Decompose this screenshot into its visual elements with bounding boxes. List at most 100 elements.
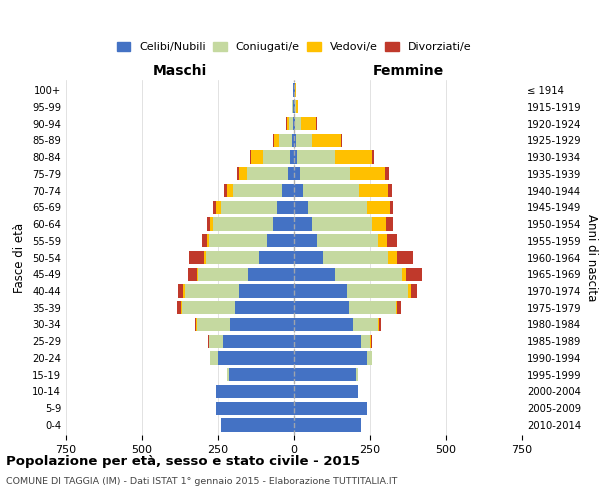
Bar: [356, 368, 358, 382]
Bar: [294, 134, 296, 147]
Bar: [408, 284, 411, 298]
Bar: [385, 167, 389, 180]
Bar: [301, 117, 316, 130]
Bar: [189, 251, 205, 264]
Bar: [209, 234, 266, 247]
Bar: [177, 301, 181, 314]
Bar: [282, 184, 294, 197]
Bar: [221, 200, 277, 214]
Bar: [317, 234, 377, 247]
Bar: [290, 150, 294, 164]
Bar: [294, 234, 317, 247]
Bar: [239, 284, 294, 298]
Bar: [294, 100, 295, 114]
Bar: [349, 301, 396, 314]
Legend: Celibi/Nubili, Coniugati/e, Vedovi/e, Divorziati/e: Celibi/Nubili, Coniugati/e, Vedovi/e, Di…: [115, 40, 473, 54]
Bar: [347, 284, 408, 298]
Y-axis label: Fasce di età: Fasce di età: [13, 222, 26, 292]
Bar: [293, 117, 294, 130]
Text: Maschi: Maschi: [153, 64, 207, 78]
Bar: [294, 84, 295, 96]
Bar: [273, 218, 294, 230]
Bar: [280, 134, 292, 147]
Bar: [182, 301, 235, 314]
Bar: [294, 167, 300, 180]
Bar: [237, 167, 239, 180]
Bar: [259, 251, 294, 264]
Bar: [294, 318, 353, 331]
Bar: [235, 301, 294, 314]
Bar: [294, 418, 361, 432]
Bar: [372, 352, 373, 364]
Bar: [227, 368, 229, 382]
Bar: [388, 184, 392, 197]
Bar: [335, 150, 371, 164]
Bar: [214, 218, 273, 230]
Bar: [390, 200, 394, 214]
Bar: [266, 234, 294, 247]
Bar: [341, 134, 342, 147]
Bar: [202, 234, 208, 247]
Bar: [197, 318, 230, 331]
Bar: [181, 301, 182, 314]
Bar: [292, 100, 293, 114]
Bar: [367, 352, 371, 364]
Bar: [289, 117, 293, 130]
Bar: [218, 352, 294, 364]
Bar: [295, 84, 296, 96]
Bar: [294, 352, 367, 364]
Bar: [233, 184, 282, 197]
Bar: [273, 134, 274, 147]
Bar: [411, 284, 416, 298]
Bar: [296, 134, 311, 147]
Bar: [178, 284, 183, 298]
Bar: [297, 150, 335, 164]
Bar: [294, 268, 335, 281]
Bar: [397, 301, 401, 314]
Y-axis label: Anni di nascita: Anni di nascita: [585, 214, 598, 301]
Text: Femmine: Femmine: [373, 64, 443, 78]
Bar: [311, 134, 341, 147]
Bar: [206, 251, 259, 264]
Bar: [292, 134, 294, 147]
Bar: [227, 184, 233, 197]
Bar: [294, 284, 347, 298]
Bar: [294, 301, 349, 314]
Bar: [361, 334, 370, 348]
Bar: [294, 218, 312, 230]
Bar: [209, 334, 223, 348]
Bar: [293, 84, 294, 96]
Bar: [350, 167, 385, 180]
Bar: [183, 284, 185, 298]
Bar: [295, 100, 296, 114]
Bar: [198, 268, 248, 281]
Bar: [367, 200, 390, 214]
Bar: [207, 218, 211, 230]
Bar: [308, 200, 367, 214]
Bar: [223, 334, 294, 348]
Bar: [379, 318, 380, 331]
Bar: [211, 218, 214, 230]
Bar: [263, 150, 290, 164]
Bar: [312, 218, 371, 230]
Bar: [294, 200, 308, 214]
Text: COMUNE DI TAGGIA (IM) - Dati ISTAT 1° gennaio 2015 - Elaborazione TUTTITALIA.IT: COMUNE DI TAGGIA (IM) - Dati ISTAT 1° ge…: [6, 478, 397, 486]
Bar: [294, 368, 356, 382]
Bar: [216, 385, 217, 398]
Text: Popolazione per età, sesso e stato civile - 2015: Popolazione per età, sesso e stato civil…: [6, 455, 360, 468]
Bar: [294, 251, 323, 264]
Bar: [294, 117, 295, 130]
Bar: [377, 234, 388, 247]
Bar: [316, 117, 317, 130]
Bar: [217, 385, 294, 398]
Bar: [370, 334, 371, 348]
Bar: [359, 184, 388, 197]
Bar: [250, 150, 251, 164]
Bar: [210, 352, 211, 364]
Bar: [211, 352, 218, 364]
Bar: [188, 268, 197, 281]
Bar: [294, 385, 358, 398]
Bar: [406, 268, 422, 281]
Bar: [194, 318, 196, 331]
Bar: [208, 234, 209, 247]
